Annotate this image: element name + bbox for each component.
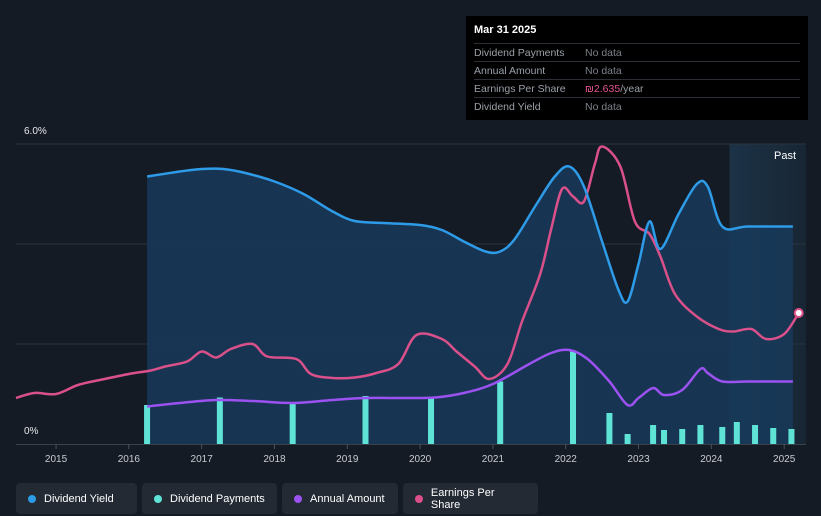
annual-amount-line: [146, 348, 793, 408]
dividend-yield-area: [147, 166, 793, 444]
tooltip-value: No data: [585, 46, 622, 59]
x-tick-label: 2017: [191, 454, 214, 465]
legend-dividend-yield[interactable]: Dividend Yield: [16, 483, 137, 514]
dividend-payment-bar: [428, 397, 435, 444]
dividend-payment-bar: [216, 397, 223, 444]
tooltip-row-dividend-payments: Dividend Payments No data: [474, 43, 800, 61]
dividend-payment-bar: [697, 425, 704, 444]
dividend-payment-bar: [289, 402, 296, 444]
x-axis-ticks: 2015 2016 2017 2018 2019 2020 2021 2022 2023 2024…: [45, 444, 796, 465]
legend-label: Earnings Per Share: [430, 486, 495, 511]
tooltip-value: No data: [585, 64, 622, 77]
dividend-payment-bar: [733, 422, 740, 444]
tooltip-value: No data: [585, 100, 622, 113]
x-tick-label: 2018: [263, 454, 286, 465]
x-tick-label: 2022: [555, 454, 578, 465]
dividend-payment-bar: [719, 427, 726, 444]
dividend-payment-bar: [570, 351, 577, 444]
x-tick-label: 2020: [409, 454, 432, 465]
tooltip-row-dividend-yield: Dividend Yield No data: [474, 97, 800, 115]
dividend-payment-bar: [624, 434, 631, 444]
dividend-payment-bar: [362, 396, 369, 444]
y-tick-top: 6.0%: [24, 126, 47, 137]
dividend-payment-bar: [770, 428, 777, 444]
tooltip-value: ₪2.635: [585, 82, 621, 95]
dividend-payment-bar: [661, 430, 668, 444]
tooltip-unit: /year: [620, 82, 644, 95]
x-tick-label: 2025: [773, 454, 796, 465]
legend-label: Dividend Payments: [170, 492, 265, 505]
tooltip-row-eps: Earnings Per Share ₪2.635/year: [474, 79, 800, 97]
legend-annual-amount[interactable]: Annual Amount: [282, 483, 398, 514]
dividend-payment-bar: [788, 429, 795, 444]
x-tick-label: 2015: [45, 454, 68, 465]
legend-dividend-payments[interactable]: Dividend Payments: [142, 483, 277, 514]
legend: Dividend Yield Dividend Payments Annual …: [16, 483, 538, 514]
tooltip-label: Dividend Payments: [474, 46, 565, 59]
x-tick-label: 2019: [336, 454, 359, 465]
legend-label: Dividend Yield: [44, 492, 114, 505]
y-tick-zero: 0%: [24, 426, 39, 437]
dividend-payment-bar: [679, 429, 686, 444]
eps-line: [15, 145, 800, 400]
dividend-payment-bar: [144, 405, 151, 444]
x-tick-label: 2023: [627, 454, 650, 465]
x-tick-label: 2021: [482, 454, 505, 465]
tooltip-label: Dividend Yield: [474, 100, 541, 113]
dividend-yield-line: [146, 164, 793, 304]
legend-dot-icon: [154, 494, 162, 503]
legend-dot-icon: [415, 494, 423, 503]
tooltip-label: Annual Amount: [474, 64, 546, 77]
tooltip: Mar 31 2025 Dividend Payments No data An…: [466, 16, 808, 120]
legend-label: Annual Amount: [310, 492, 385, 505]
dividend-payment-bar: [497, 381, 504, 444]
dividend-payment-bar: [752, 425, 759, 444]
dividend-payment-bar: [606, 413, 613, 444]
legend-dot-icon: [294, 494, 302, 503]
past-label: Past: [774, 150, 797, 162]
x-tick-label: 2024: [700, 454, 723, 465]
legend-dot-icon: [28, 494, 36, 503]
eps-end-marker: [793, 308, 804, 318]
tooltip-label: Earnings Per Share: [474, 82, 566, 95]
tooltip-date: Mar 31 2025: [474, 24, 537, 36]
tooltip-row-annual-amount: Annual Amount No data: [474, 61, 800, 79]
legend-earnings-per-share[interactable]: Earnings Per Share: [403, 483, 538, 514]
dividend-payment-bar: [650, 425, 657, 444]
x-tick-label: 2016: [118, 454, 141, 465]
dividend-payments-bars: [144, 351, 795, 444]
